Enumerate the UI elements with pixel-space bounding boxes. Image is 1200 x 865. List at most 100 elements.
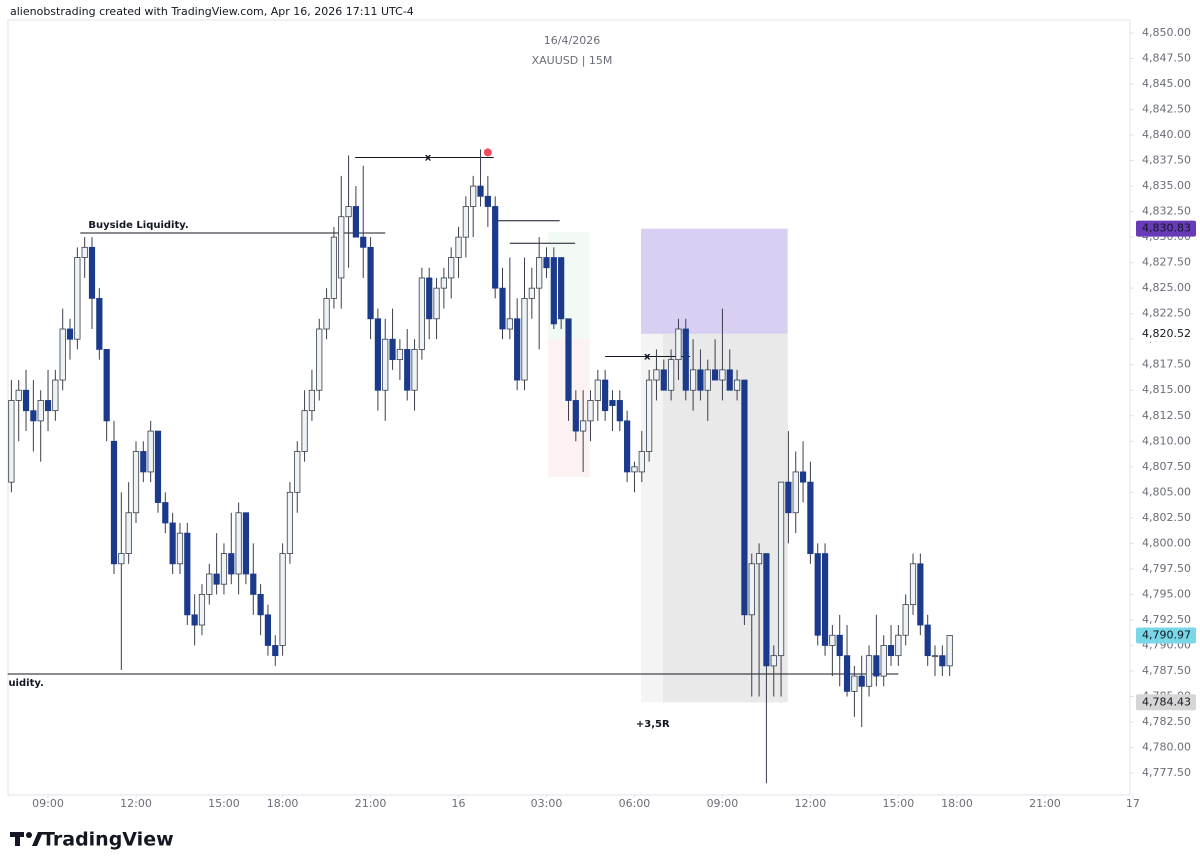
candle-body [733, 379, 741, 391]
candle-body [389, 338, 396, 361]
y-tick-label: 4,777.50 [1142, 766, 1191, 779]
candle-body [345, 206, 352, 218]
candle-body [22, 389, 30, 412]
x-tick-label: 12:00 [795, 797, 827, 810]
price-label-bg [1136, 627, 1196, 644]
y-tick-label: 4,800.00 [1142, 536, 1191, 549]
candle-body [814, 553, 821, 636]
candle-body [110, 440, 118, 565]
candle-body [74, 257, 81, 340]
candle-body [836, 634, 843, 657]
candle-body [865, 655, 873, 687]
candle-body [770, 655, 777, 667]
candle-body [558, 257, 565, 320]
candle-body [580, 420, 587, 432]
candle-body [602, 379, 609, 412]
candle-body [543, 257, 550, 269]
x-tick-label: 09:00 [707, 797, 739, 810]
x-tick-label: 15:00 [883, 797, 915, 810]
candle-body [37, 400, 44, 422]
candle-body [88, 246, 96, 299]
candle-body [191, 614, 198, 626]
candle-body [719, 369, 726, 381]
candle-body [895, 634, 902, 657]
candle-body [792, 471, 799, 514]
candle-body [646, 379, 653, 452]
annotation: x [644, 352, 651, 363]
price-label-bg [1136, 220, 1196, 237]
candle-body [448, 257, 455, 279]
candle-body [272, 645, 279, 657]
candle-body [330, 236, 338, 299]
candle-body [426, 277, 433, 320]
candle-body [785, 481, 792, 514]
candle-body [81, 246, 88, 258]
candle-body [660, 369, 667, 391]
x-tick-label: 12:00 [120, 797, 152, 810]
x-tick-label: 15:00 [208, 797, 240, 810]
candle-body [316, 328, 323, 391]
y-tick-label: 4,847.50 [1142, 51, 1191, 64]
candle-body [858, 675, 865, 687]
candle-body [66, 328, 74, 340]
price-label: 4,820.52 [1142, 327, 1191, 340]
candle-body [8, 400, 15, 483]
candle-body [338, 216, 345, 279]
candle-body [360, 236, 367, 248]
candle-body [653, 369, 660, 381]
candle-body [711, 369, 719, 381]
candle-body [154, 430, 162, 503]
candle-body [206, 573, 213, 595]
candle-body [704, 369, 711, 391]
candle-body [902, 604, 909, 636]
candle-body [594, 379, 601, 401]
candle-body [440, 277, 447, 289]
candle-body [536, 257, 543, 289]
candle-body [213, 573, 220, 585]
candle-body [521, 297, 528, 381]
high-dot [483, 148, 492, 157]
candle-body [140, 451, 147, 473]
candle-body [242, 512, 250, 575]
x-tick-label: 06:00 [619, 797, 651, 810]
candle-body [147, 430, 154, 473]
y-tick-label: 4,845.00 [1142, 77, 1191, 90]
candle-body [609, 400, 616, 406]
y-tick-label: 4,812.50 [1142, 409, 1191, 422]
y-tick-label: 4,835.00 [1142, 179, 1191, 192]
candle-body [587, 400, 594, 422]
x-tick-label: 17 [1126, 797, 1140, 810]
candle-body [697, 369, 704, 391]
brand: TradingView [42, 829, 174, 851]
x-tick-label: 16 [452, 797, 466, 810]
y-tick-label: 4,815.00 [1142, 383, 1191, 396]
candle-body [374, 318, 381, 391]
x-tick-label: 18:00 [941, 797, 973, 810]
candle-body [638, 451, 645, 473]
y-tick-label: 4,780.00 [1142, 741, 1191, 754]
candle-body [843, 655, 851, 692]
y-tick-label: 4,782.50 [1142, 715, 1191, 728]
candle-body [118, 553, 125, 565]
candle-body [616, 400, 623, 422]
y-tick-label: 4,850.00 [1142, 26, 1191, 39]
candle-body [228, 553, 235, 575]
chart-subtitle: XAUUSD | 15M [532, 54, 613, 67]
candle-body [323, 297, 330, 330]
candle-body [52, 379, 59, 412]
annotation: x [425, 153, 432, 164]
candle-body [675, 328, 682, 361]
candle-body [909, 563, 917, 606]
candle-body [748, 563, 755, 616]
y-tick-label: 4,817.50 [1142, 358, 1191, 371]
candle-body [59, 328, 66, 381]
y-tick-label: 4,825.00 [1142, 281, 1191, 294]
candle-body [470, 185, 477, 207]
price-label-bg [1136, 325, 1196, 342]
y-tick-label: 4,795.00 [1142, 587, 1191, 600]
candle-body [44, 400, 52, 412]
candle-body [873, 655, 880, 677]
candle-body [851, 675, 858, 692]
candle-body [763, 553, 770, 667]
